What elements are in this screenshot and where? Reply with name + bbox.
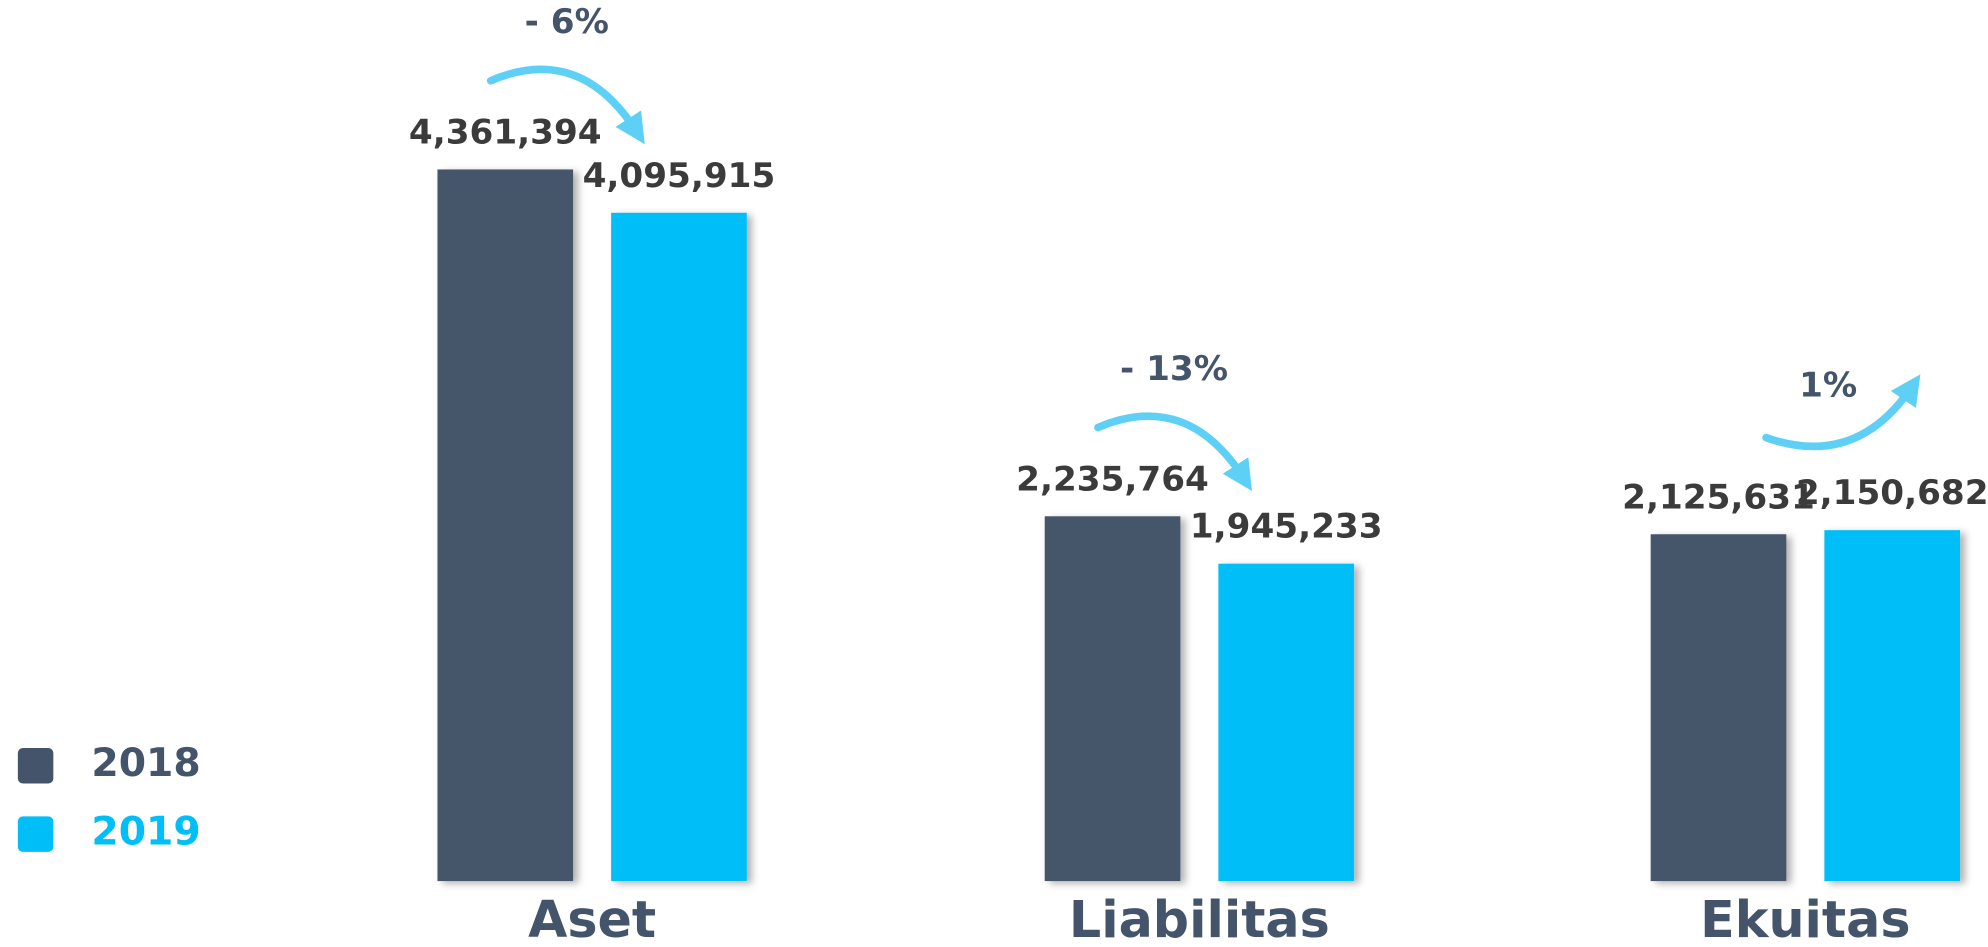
x-tick-label: Liabilitas: [1069, 890, 1330, 947]
value-label: 2,150,682: [1796, 473, 1988, 513]
value-label: 2,125,631: [1622, 477, 1815, 517]
bar: [1044, 516, 1181, 882]
bar: [1824, 530, 1961, 882]
bar: [437, 169, 574, 882]
annotation: - 6%: [525, 2, 609, 42]
annotation: 1%: [1799, 365, 1857, 405]
x-tick-label: Aset: [528, 890, 656, 947]
trend-arrow: [1094, 412, 1252, 492]
trend-arrow: [1762, 374, 1921, 451]
legend-label: 2019: [91, 810, 200, 855]
value-label: 1,945,233: [1190, 507, 1383, 547]
value-label: 2,235,764: [1016, 459, 1209, 499]
annotation: - 13%: [1120, 349, 1228, 389]
x-tick-label: Ekuitas: [1700, 890, 1910, 947]
trend-arrow: [486, 65, 645, 145]
bar: [1218, 563, 1355, 882]
legend-swatch: [17, 747, 54, 784]
legend-swatch: [17, 816, 54, 852]
legend-label: 2018: [91, 741, 200, 786]
value-label: 4,095,915: [583, 156, 776, 196]
bar: [1650, 534, 1787, 882]
value-label: 4,361,394: [409, 112, 602, 152]
bar: [611, 212, 747, 882]
